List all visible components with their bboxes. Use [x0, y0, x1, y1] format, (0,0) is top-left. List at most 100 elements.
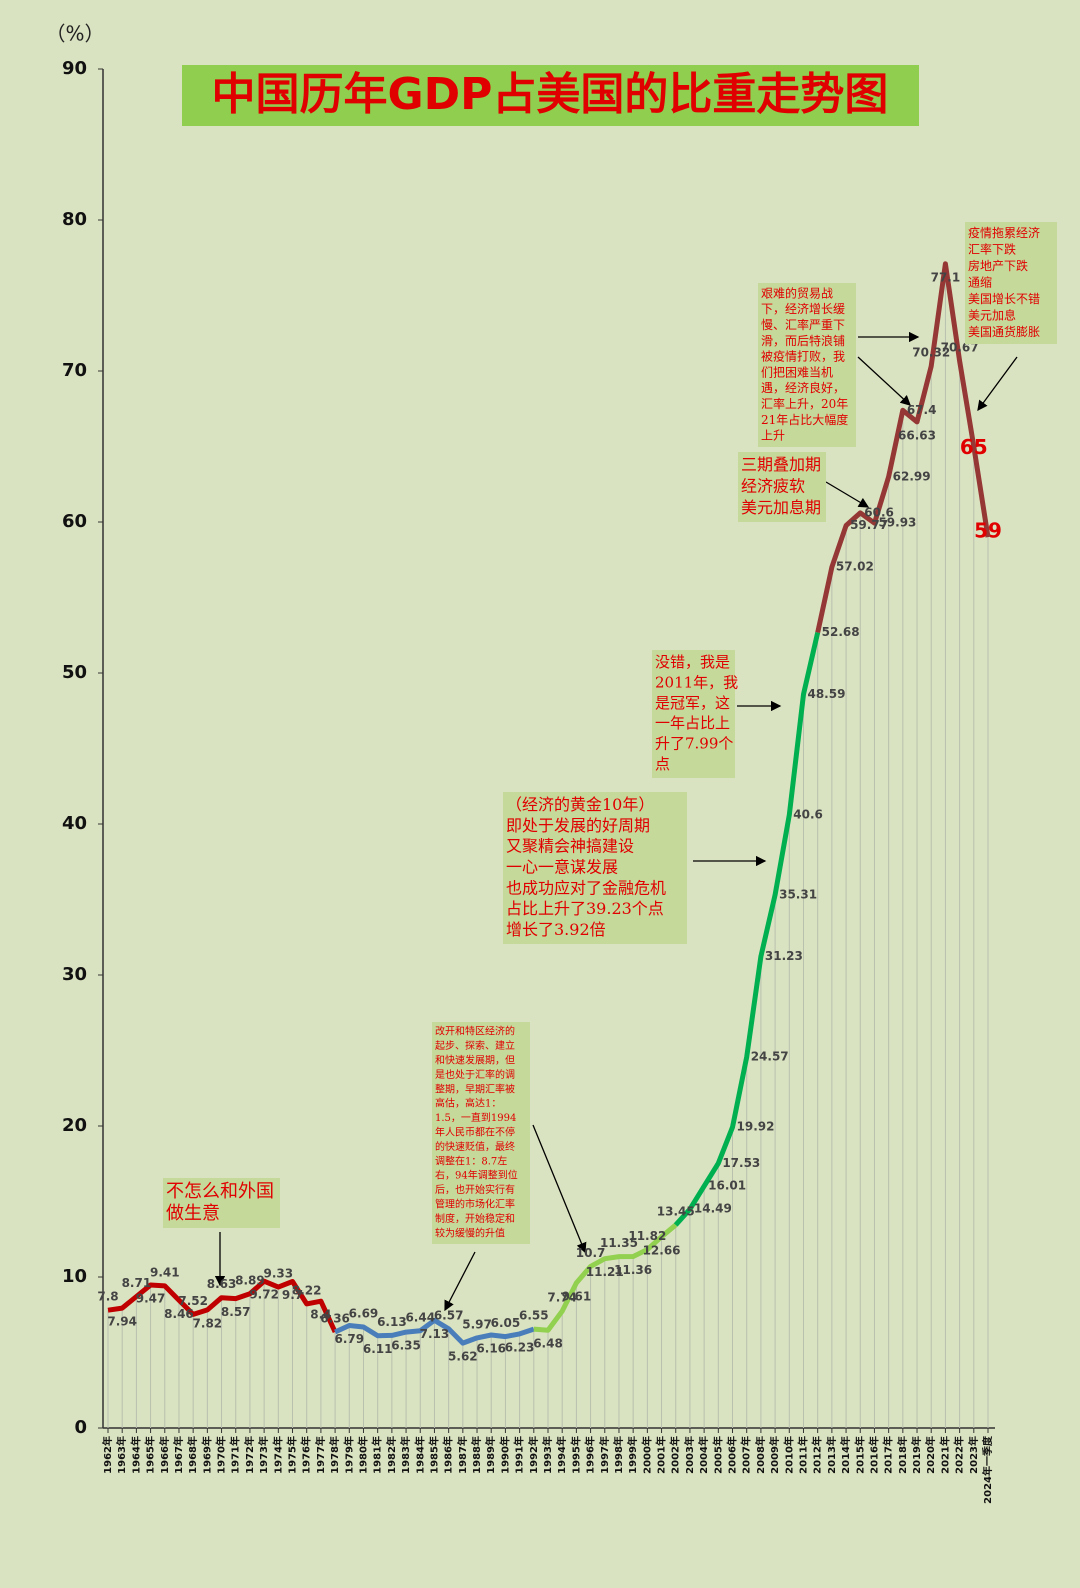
annotation-box — [503, 792, 687, 944]
annotation-text: 管理的市场化汇率 — [435, 1198, 515, 1211]
data-label: 8.46 — [164, 1307, 194, 1321]
data-label: 5.97 — [462, 1317, 492, 1331]
data-label: 8.22 — [292, 1283, 322, 1297]
data-label: 6.48 — [533, 1337, 563, 1351]
data-label: 6.69 — [349, 1306, 379, 1320]
data-label: 40.6 — [793, 807, 823, 821]
data-label: 9.61 — [562, 1289, 592, 1303]
annotation-text: 没错，我是 — [655, 653, 730, 671]
x-tick-label: 1997年 — [598, 1436, 611, 1474]
series-line — [673, 631, 821, 1227]
x-tick-label: 1963年 — [115, 1436, 128, 1474]
annotation-text: 房地产下跌 — [968, 258, 1028, 273]
x-tick-label: 1998年 — [612, 1436, 625, 1474]
annotation-box — [163, 1178, 280, 1228]
annotation-text: 是冠军，这 — [655, 694, 730, 712]
data-label: 9.72 — [249, 1288, 279, 1302]
data-label: 7.13 — [420, 1327, 450, 1341]
x-tick-label: 1986年 — [442, 1436, 455, 1474]
x-tick-label: 2019年 — [910, 1436, 923, 1474]
annotation-text: 也成功应对了金融危机 — [506, 878, 666, 897]
data-label: 6.16 — [476, 1341, 506, 1355]
data-label: 66.63 — [898, 428, 936, 442]
data-label: 6.13 — [377, 1315, 407, 1329]
annotation-text: 占比上升了39.23个点 — [506, 899, 664, 918]
data-label: 11.82 — [628, 1229, 666, 1243]
annotation-text: 和快速发展期，但 — [435, 1054, 515, 1067]
annotation-text: 美国通货膨胀 — [968, 324, 1040, 339]
x-tick-label: 1972年 — [243, 1436, 256, 1474]
x-tick-label: 2001年 — [655, 1436, 668, 1474]
annotation-text: 美国增长不错 — [968, 292, 1040, 306]
y-tick-label: 0 — [74, 1417, 87, 1438]
x-tick-label: 2012年 — [811, 1436, 824, 1474]
data-label: 8.57 — [221, 1305, 251, 1319]
x-tick-label: 2023年 — [967, 1436, 980, 1474]
data-label: 16.01 — [708, 1179, 746, 1193]
data-label: 67.4 — [907, 403, 937, 417]
x-tick-label: 1982年 — [385, 1436, 398, 1474]
data-label: 6.23 — [505, 1340, 535, 1354]
data-label: 8.63 — [207, 1277, 237, 1291]
annotation-text: 整期，早期汇率被 — [435, 1082, 515, 1095]
annotation-text: 上升 — [761, 429, 785, 443]
data-label: 11.35 — [600, 1236, 638, 1250]
data-label: 70.32 — [912, 346, 950, 360]
x-tick-label: 1965年 — [144, 1436, 157, 1474]
title-box — [182, 65, 919, 126]
data-label: 7.8 — [97, 1290, 118, 1304]
x-tick-label: 1989年 — [484, 1436, 497, 1474]
annotation-text: 改开和特区经济的 — [435, 1025, 515, 1038]
x-tick-label: 2013年 — [825, 1436, 838, 1474]
data-label: 24.57 — [751, 1049, 789, 1063]
x-tick-label: 2010年 — [782, 1436, 795, 1474]
annotation-text: 升了7.99个 — [655, 735, 733, 753]
x-tick-label: 2022年 — [953, 1436, 966, 1474]
annotation-text: 不怎么和外国 — [166, 1181, 274, 1202]
data-label: 35.31 — [779, 887, 817, 901]
annotation-text: 点 — [655, 755, 670, 773]
x-tick-label: 1999年 — [626, 1436, 639, 1474]
series-line — [815, 261, 991, 634]
arrows — [214, 331, 1018, 1312]
y-tick-label: 50 — [62, 662, 87, 683]
x-tick-label: 1990年 — [498, 1436, 511, 1474]
data-label: 57.02 — [836, 559, 874, 573]
annotation-text: 通缩 — [968, 275, 992, 290]
annotation-text: 21年占比大幅度 — [761, 412, 848, 427]
data-label: 9.41 — [150, 1265, 180, 1279]
data-label: 59.93 — [878, 516, 916, 530]
annotation-text: 右，94年调整到位 — [435, 1169, 518, 1182]
annotation-box — [965, 222, 1057, 344]
x-tick-label: 1984年 — [413, 1436, 426, 1474]
annotation-text: 美元加息期 — [741, 498, 821, 517]
annotation-text: 较为缓慢的升值 — [435, 1226, 505, 1239]
annotation-text: 的快速贬值，最终 — [435, 1140, 515, 1153]
x-tick-label: 1978年 — [328, 1436, 341, 1474]
annotation-text: 年人民币都在不停 — [435, 1126, 515, 1139]
data-label: 65 — [960, 435, 988, 459]
x-tick-label: 1987年 — [456, 1436, 469, 1474]
annotation-text: 制度，开始稳定和 — [435, 1212, 515, 1225]
data-label: 31.23 — [765, 949, 803, 963]
data-label: 48.59 — [807, 687, 845, 701]
x-tick-label: 1968年 — [186, 1436, 199, 1474]
data-label: 6.05 — [491, 1316, 521, 1330]
data-label: 6.11 — [363, 1342, 393, 1356]
x-tick-label: 1992年 — [527, 1436, 540, 1474]
data-label: 60.6 — [864, 505, 894, 519]
y-tick-label: 70 — [62, 360, 87, 381]
data-label: 8.71 — [122, 1276, 152, 1290]
x-tick-label: 2017年 — [882, 1436, 895, 1474]
y-tick-label: 90 — [62, 58, 87, 79]
y-tick-label: 80 — [62, 209, 87, 230]
annotation-text: 起步、探索、建立 — [435, 1039, 515, 1052]
data-label: 6.57 — [434, 1308, 464, 1322]
x-tick-label: 2000年 — [640, 1436, 653, 1474]
data-label: 6.36 — [320, 1311, 350, 1325]
data-label: 9.47 — [136, 1292, 166, 1306]
annotation-text: 慢、汇率严重下 — [761, 317, 845, 332]
data-label: 12.66 — [643, 1243, 681, 1257]
x-tick-label: 1985年 — [427, 1436, 440, 1474]
